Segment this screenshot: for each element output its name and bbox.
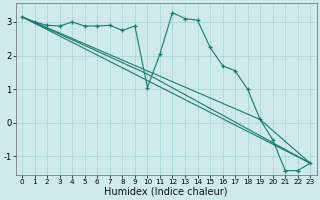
X-axis label: Humidex (Indice chaleur): Humidex (Indice chaleur)	[104, 187, 228, 197]
